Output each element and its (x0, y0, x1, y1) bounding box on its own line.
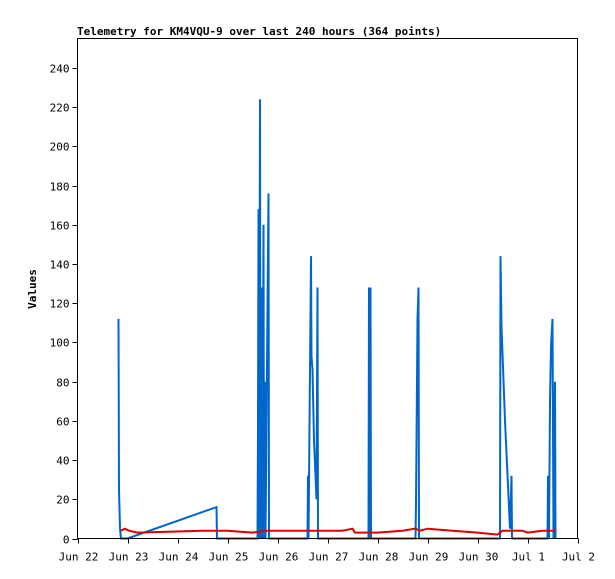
plot-area (77, 99, 578, 540)
x-tick-label: Jun 26 (259, 551, 299, 564)
x-tick-label: Jun 24 (159, 551, 199, 564)
x-axis: Jun 22 Jun 23 Jun 24 Jun 25 Jun 26 Jun 27 Jun … (59, 538, 595, 564)
x-tick-label: Jun 22 (59, 551, 99, 564)
y-tick-label: 60 (56, 416, 69, 429)
x-tick-label: Jun 27 (309, 551, 349, 564)
y-tick-label: 220 (50, 102, 70, 115)
y-tick-label: 40 (56, 455, 69, 468)
x-tick-label: Jun 25 (209, 551, 249, 564)
x-tick-label: Jun 28 (359, 551, 399, 564)
series-line-0 (117, 99, 557, 540)
y-tick-label: 100 (50, 337, 70, 350)
y-tick-label: 240 (50, 63, 70, 76)
x-tick-label: Jun 23 (109, 551, 149, 564)
y-axis-label: Values (26, 269, 39, 309)
y-tick-label: 140 (50, 259, 70, 272)
y-axis: 0 20 40 60 80 100 120 140 160 180 200 220 240 (50, 63, 78, 547)
x-tick-label: Jul 1 (512, 551, 545, 564)
plot-frame (77, 38, 578, 539)
y-tick-label: 80 (56, 377, 69, 390)
y-tick-label: 160 (50, 220, 70, 233)
x-tick-label: Jun 30 (459, 551, 499, 564)
y-tick-label: 120 (50, 298, 70, 311)
x-tick-label: Jun 29 (409, 551, 449, 564)
series-line-1 (120, 527, 556, 536)
y-tick-label: 180 (50, 181, 70, 194)
x-tick-label: Jul 2 (562, 551, 595, 564)
y-tick-label: 0 (63, 534, 70, 547)
y-tick-label: 200 (50, 141, 70, 154)
y-tick-label: 20 (56, 494, 69, 507)
chart-title: Telemetry for KM4VQU-9 over last 240 hou… (77, 25, 441, 38)
